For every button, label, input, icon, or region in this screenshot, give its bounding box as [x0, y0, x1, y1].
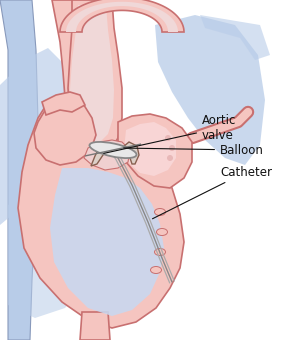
Ellipse shape	[157, 228, 167, 236]
Polygon shape	[42, 92, 85, 115]
Polygon shape	[200, 15, 270, 60]
Polygon shape	[0, 48, 72, 225]
Text: Aortic
valve: Aortic valve	[104, 114, 236, 153]
Ellipse shape	[154, 249, 166, 255]
Circle shape	[165, 135, 171, 141]
Polygon shape	[52, 0, 80, 98]
Circle shape	[167, 155, 173, 161]
Polygon shape	[34, 96, 96, 165]
Polygon shape	[8, 185, 98, 318]
Circle shape	[169, 145, 175, 151]
Polygon shape	[118, 114, 192, 188]
Polygon shape	[84, 140, 130, 170]
Ellipse shape	[89, 142, 136, 158]
Polygon shape	[50, 168, 164, 316]
Polygon shape	[70, 5, 114, 144]
Ellipse shape	[151, 267, 161, 273]
Polygon shape	[123, 142, 139, 164]
Text: Catheter: Catheter	[152, 166, 272, 219]
Polygon shape	[66, 2, 178, 32]
Polygon shape	[124, 122, 176, 176]
Polygon shape	[155, 15, 265, 165]
Polygon shape	[60, 0, 184, 32]
Ellipse shape	[154, 208, 166, 216]
Polygon shape	[0, 0, 38, 340]
Polygon shape	[91, 143, 109, 166]
Text: Balloon: Balloon	[124, 143, 264, 156]
Polygon shape	[18, 102, 184, 328]
Polygon shape	[80, 312, 110, 340]
Polygon shape	[68, 0, 122, 156]
